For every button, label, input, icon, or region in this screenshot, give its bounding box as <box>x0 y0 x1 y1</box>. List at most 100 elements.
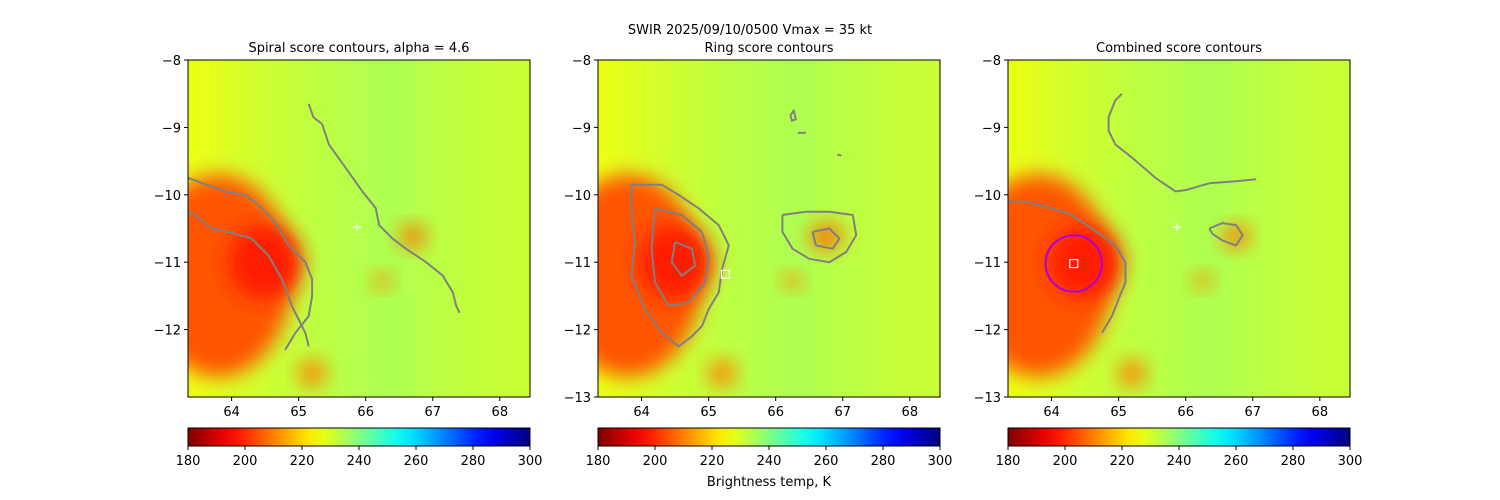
center-square-marker <box>1069 258 1079 269</box>
colorbar <box>187 427 531 447</box>
score-contour <box>188 210 310 347</box>
y-tick-label: −12 <box>564 324 591 339</box>
colorbar-tick-label: 280 <box>1281 454 1306 469</box>
cold-cloud-patch <box>372 272 393 290</box>
axes-frame <box>187 59 531 398</box>
colorbar <box>1007 427 1351 447</box>
score-contour <box>630 183 730 348</box>
colorbar-tick-label: 240 <box>757 454 782 469</box>
x-tick-label: 68 <box>902 405 919 420</box>
score-contour <box>188 176 314 351</box>
colorbar-tick-label: 300 <box>928 454 953 469</box>
colorbar-tick-label: 220 <box>1110 454 1135 469</box>
y-tick-label: −13 <box>564 391 591 406</box>
panel-3: Combined score contours 64 65 66 67 68 −8 −9 −10… <box>974 41 1363 469</box>
center-circle <box>1044 234 1103 293</box>
x-tick-label: 64 <box>633 405 650 420</box>
score-contour <box>1107 92 1257 193</box>
colorbar-tick-label: 260 <box>814 454 839 469</box>
x-tick-label: 68 <box>1312 405 1329 420</box>
y-tick-label: −9 <box>162 121 181 136</box>
heatmap <box>1008 60 1350 397</box>
axes-frame <box>1007 59 1351 398</box>
colorbar-tick-label: 280 <box>461 454 486 469</box>
panel-title: Spiral score contours, alpha = 4.6 <box>248 41 469 56</box>
x-tick-label: 64 <box>1043 405 1060 420</box>
colorbar-tick-label: 200 <box>643 454 668 469</box>
cold-cloud-patch <box>1192 272 1213 290</box>
panel-2: Ring score contours 64 65 66 67 68 −8 −9 −10 −11 −… <box>564 41 953 469</box>
colorbar-tick-label: 240 <box>347 454 372 469</box>
x-tick-label: 65 <box>700 405 717 420</box>
y-tick-label: −11 <box>154 256 181 271</box>
panel-title: Ring score contours <box>704 41 833 56</box>
cold-cloud-patch <box>228 225 302 300</box>
colorbar <box>597 427 941 447</box>
center-plus-marker <box>352 223 361 232</box>
cold-cloud-patch <box>708 359 736 387</box>
colorbar-label: Brightness temp, K <box>707 475 832 490</box>
y-tick-label: −10 <box>154 189 181 204</box>
colorbar-tick-label: 300 <box>518 454 543 469</box>
x-tick-label: 68 <box>492 405 509 420</box>
y-tick-label: −12 <box>974 324 1001 339</box>
x-tick-label: 66 <box>1177 405 1194 420</box>
y-tick-label: −11 <box>974 256 1001 271</box>
score-contour <box>837 153 842 157</box>
score-contour <box>1208 222 1244 247</box>
y-tick-label: −10 <box>974 189 1001 204</box>
y-tick-label: −12 <box>154 324 181 339</box>
colorbar-tick-label: 220 <box>700 454 725 469</box>
score-contour <box>1008 200 1127 334</box>
score-contour <box>670 241 697 277</box>
score-contour <box>781 210 858 264</box>
x-tick-label: 64 <box>223 405 240 420</box>
cold-cloud-patch <box>1118 359 1146 387</box>
y-tick-label: −8 <box>982 54 1001 69</box>
center-square-marker <box>720 269 731 279</box>
colorbar-tick-label: 180 <box>996 454 1021 469</box>
figure-suptitle: SWIR 2025/09/10/0500 Vmax = 35 kt <box>627 23 873 38</box>
score-contour <box>650 207 710 307</box>
score-contour <box>811 227 841 250</box>
x-tick-label: 65 <box>290 405 307 420</box>
score-contour <box>789 109 797 122</box>
cold-cloud-patch <box>782 272 803 290</box>
x-tick-label: 65 <box>1110 405 1127 420</box>
cold-cloud-patch <box>1048 225 1122 300</box>
colorbar-tick-label: 220 <box>290 454 315 469</box>
y-tick-label: −8 <box>162 54 181 69</box>
y-tick-label: −8 <box>572 54 591 69</box>
y-tick-label: −9 <box>572 121 591 136</box>
y-tick-label: −13 <box>974 391 1001 406</box>
colorbar-tick-label: 260 <box>404 454 429 469</box>
colorbar-tick-label: 260 <box>1224 454 1249 469</box>
colorbar-tick-label: 180 <box>176 454 201 469</box>
colorbar-tick-label: 200 <box>233 454 258 469</box>
center-plus-marker <box>1172 223 1181 232</box>
y-tick-label: −10 <box>564 189 591 204</box>
y-tick-label: −11 <box>564 256 591 271</box>
score-contour <box>307 103 461 314</box>
x-tick-label: 67 <box>1244 405 1261 420</box>
cold-cloud-patch <box>298 359 326 387</box>
cold-cloud-patch <box>809 223 843 251</box>
panel-title: Combined score contours <box>1096 41 1262 56</box>
x-tick-label: 67 <box>424 405 441 420</box>
colorbar-tick-label: 180 <box>586 454 611 469</box>
axes-frame <box>597 59 941 398</box>
colorbar-tick-label: 300 <box>1338 454 1363 469</box>
panel-1: Spiral score contours, alpha = 4.6 64 65 66… <box>154 41 543 469</box>
x-tick-label: 66 <box>767 405 784 420</box>
cold-cloud-patch <box>399 225 427 249</box>
x-tick-label: 66 <box>357 405 374 420</box>
heatmap <box>598 60 940 397</box>
colorbar-tick-label: 240 <box>1167 454 1192 469</box>
y-tick-label: −9 <box>982 121 1001 136</box>
heatmap <box>188 60 530 397</box>
cold-cloud-patch <box>638 225 713 300</box>
x-tick-label: 67 <box>834 405 851 420</box>
colorbar-tick-label: 200 <box>1053 454 1078 469</box>
colorbar-tick-label: 280 <box>871 454 896 469</box>
